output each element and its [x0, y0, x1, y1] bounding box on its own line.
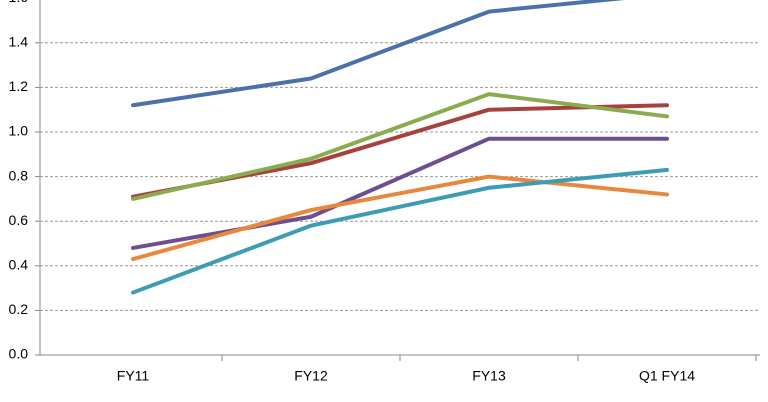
series-line — [131, 136, 669, 250]
series-line — [131, 0, 625, 108]
y-tick-label: 0.4 — [9, 257, 29, 273]
x-tick-label: FY13 — [472, 368, 506, 384]
grid — [35, 42, 760, 356]
y-tick-label: 1.0 — [9, 123, 29, 139]
x-tick-label: FY11 — [117, 368, 150, 384]
series-line — [131, 103, 669, 199]
series-line — [131, 167, 669, 295]
y-tick-label: 1.4 — [9, 34, 29, 50]
y-tick-label: 0.0 — [9, 346, 29, 362]
y-tick-label: 0.2 — [9, 301, 29, 317]
series-line — [131, 92, 669, 201]
y-tick-label: 0.6 — [9, 212, 29, 228]
series-line — [131, 174, 669, 262]
x-tick-label: Q1 FY14 — [639, 368, 695, 384]
y-tick-label: 1.6 — [9, 0, 29, 5]
y-tick-label: 0.8 — [9, 167, 29, 183]
y-tick-label: 1.2 — [9, 78, 29, 94]
plot-area — [131, 0, 669, 295]
x-tick-label: FY12 — [294, 368, 328, 384]
